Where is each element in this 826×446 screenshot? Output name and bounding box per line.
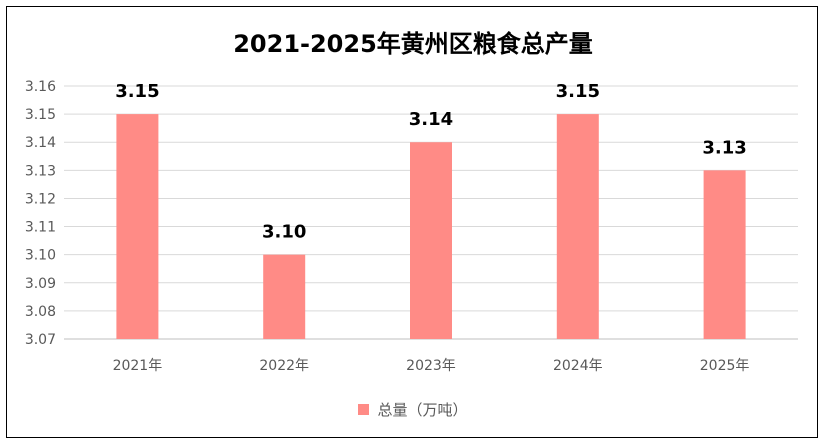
y-tick-label: 3.10	[25, 248, 56, 264]
bar	[116, 114, 159, 339]
bar	[263, 254, 306, 339]
y-tick-label: 3.08	[25, 304, 56, 320]
y-tick-label: 3.11	[25, 220, 56, 236]
data-label: 3.10	[262, 222, 306, 243]
chart-title: 2021-2025年黄州区粮食总产量	[233, 30, 593, 58]
data-label: 3.13	[702, 137, 746, 158]
legend: 总量（万吨）	[0, 399, 826, 420]
x-tick-label: 2025年	[700, 358, 750, 374]
y-tick-label: 3.07	[25, 332, 56, 348]
x-tick-label: 2022年	[259, 358, 309, 374]
legend-label: 总量（万吨）	[377, 401, 468, 419]
y-tick-label: 3.16	[25, 79, 56, 95]
legend-swatch	[358, 404, 370, 415]
data-label: 3.14	[409, 109, 453, 130]
data-label: 3.15	[556, 81, 600, 102]
x-tick-label: 2024年	[553, 358, 603, 374]
bar	[703, 170, 746, 339]
y-tick-label: 3.15	[25, 107, 56, 123]
y-tick-label: 3.14	[25, 135, 56, 151]
y-tick-label: 3.13	[25, 163, 56, 179]
y-tick-label: 3.12	[25, 191, 56, 207]
bar	[556, 114, 599, 339]
y-tick-label: 3.09	[25, 276, 56, 292]
x-tick-label: 2021年	[113, 358, 163, 374]
bar	[410, 142, 452, 339]
data-label: 3.15	[115, 81, 159, 102]
x-tick-label: 2023年	[406, 358, 456, 374]
